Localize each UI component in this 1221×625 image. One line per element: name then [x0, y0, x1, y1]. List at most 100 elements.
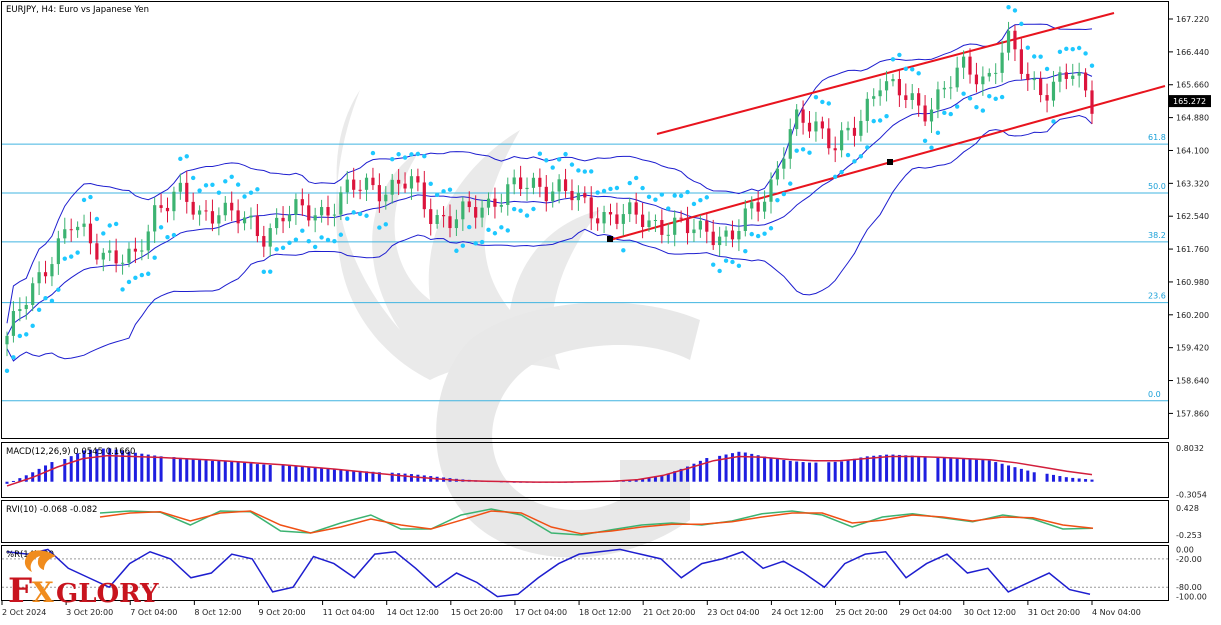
macd-bar — [249, 463, 253, 482]
price-axis: 167.220 166.440 165.660 164.880 164.100 163.3… — [1169, 15, 1211, 418]
macd-bar — [262, 464, 266, 482]
macd-bar — [962, 458, 966, 482]
macd-bar — [230, 461, 234, 482]
macd-bar — [1084, 479, 1088, 482]
candle — [640, 214, 645, 228]
sar-dot — [357, 211, 363, 217]
sar-dot — [717, 268, 722, 274]
time-tick-label: 9 Oct 20:00 — [258, 608, 305, 617]
sar-dot — [133, 275, 138, 280]
candle — [204, 210, 208, 212]
sar-dot — [428, 181, 433, 187]
sar-dot — [749, 231, 754, 237]
macd-bar — [936, 456, 940, 482]
macd-bar — [840, 461, 844, 482]
sar-dot — [595, 190, 600, 195]
candle — [692, 229, 696, 234]
macd-bar — [133, 452, 137, 482]
sar-dot — [268, 269, 273, 274]
candle — [628, 202, 632, 215]
candle — [493, 198, 497, 207]
sar-dot — [1025, 45, 1030, 50]
sar-dot — [884, 113, 889, 119]
candle — [37, 272, 41, 284]
sar-dot — [999, 94, 1005, 100]
sar-dot — [11, 355, 16, 360]
time-tick-label: 15 Oct 20:00 — [451, 608, 503, 617]
candle — [730, 230, 735, 240]
macd-bar — [833, 461, 837, 482]
sar-dot — [422, 154, 427, 159]
macd-bar — [647, 477, 651, 482]
candle — [178, 182, 182, 192]
sar-dot — [832, 174, 838, 180]
sar-dot — [152, 255, 157, 260]
macd-signal-line — [6, 454, 1093, 487]
price-tick-label: 166.440 — [1176, 48, 1209, 57]
sar-dot — [383, 222, 388, 227]
candle — [268, 228, 272, 247]
candle — [936, 89, 940, 110]
candle — [1045, 95, 1049, 101]
parabolic-sar — [4, 4, 1095, 374]
price-tick-label: 163.320 — [1176, 179, 1209, 188]
candle — [878, 90, 882, 97]
candle — [904, 95, 908, 100]
sar-dot — [1089, 63, 1095, 68]
candle — [891, 79, 895, 82]
candle — [403, 183, 407, 189]
sar-dot — [24, 332, 29, 337]
sar-dot — [666, 206, 671, 211]
macd-bar — [891, 454, 895, 482]
candle — [18, 309, 22, 312]
macd-bar — [287, 465, 291, 482]
candle — [198, 210, 202, 215]
sar-dot — [518, 208, 523, 213]
time-tick-label: 25 Oct 20:00 — [836, 608, 888, 617]
sar-dot — [126, 279, 132, 285]
candle — [634, 202, 638, 215]
macd-bar — [390, 472, 394, 482]
candle — [319, 207, 324, 216]
candle — [788, 129, 792, 159]
candle — [647, 220, 651, 228]
sar-dot — [865, 145, 870, 150]
sar-dot — [954, 104, 960, 109]
macd-bar — [50, 462, 54, 482]
candle — [461, 201, 465, 220]
sar-dot — [974, 105, 979, 110]
candle — [923, 105, 927, 122]
sar-dot — [467, 224, 472, 230]
macd-bar — [377, 472, 381, 482]
macd-bar — [634, 479, 638, 482]
logo-letter-x: X — [32, 576, 54, 609]
sar-dot — [75, 250, 80, 255]
candle — [583, 193, 587, 198]
candle — [775, 168, 780, 180]
candle — [1051, 81, 1056, 101]
macd-bar — [673, 471, 677, 482]
sar-dot — [280, 245, 286, 251]
current-price-tag — [1169, 95, 1211, 108]
macd-bar — [204, 460, 208, 482]
sar-dot — [614, 185, 620, 191]
macd-bar — [763, 456, 767, 482]
macd-bar — [981, 460, 985, 482]
sar-dot — [235, 182, 241, 187]
candle — [1090, 90, 1094, 114]
sar-dot — [332, 238, 337, 244]
candle — [1058, 72, 1062, 82]
rvi-signal-line — [99, 510, 1094, 535]
candle — [557, 179, 561, 192]
channel-anchor-point — [607, 236, 613, 242]
candle — [525, 187, 529, 190]
sar-dot — [942, 110, 947, 116]
sar-dot — [800, 147, 806, 152]
candle — [769, 179, 773, 202]
candle — [1064, 72, 1068, 79]
macd-bar — [795, 461, 799, 482]
rvi-indicator: 0.428 -0.253 — [99, 504, 1202, 540]
sar-dot — [807, 150, 812, 155]
candle — [1083, 72, 1088, 91]
sar-dot — [505, 228, 510, 233]
